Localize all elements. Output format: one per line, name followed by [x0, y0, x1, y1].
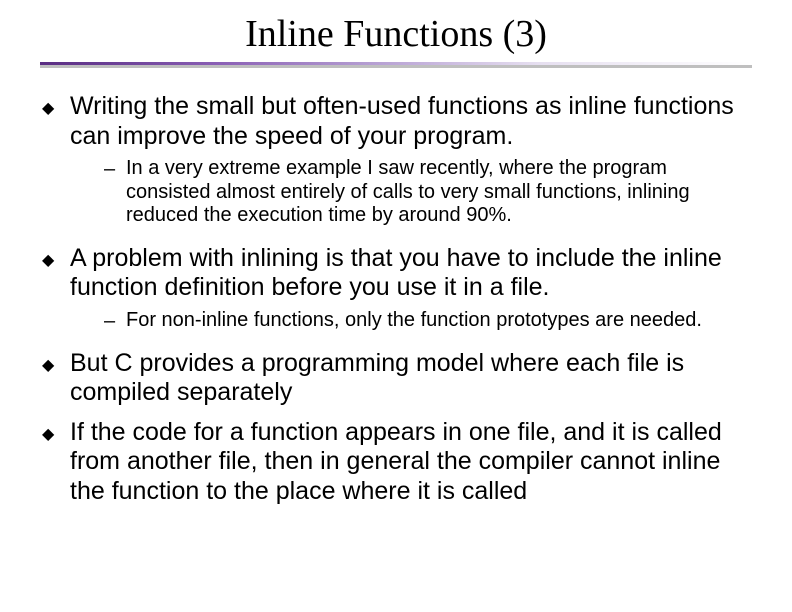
bullet-level1: ◆ A problem with inlining is that you ha… [42, 244, 750, 303]
bullet-text: For non-inline functions, only the funct… [126, 309, 750, 333]
bullet-text: In a very extreme example I saw recently… [126, 157, 750, 228]
list-item: ◆ A problem with inlining is that you ha… [42, 244, 750, 333]
bullet-level2: – For non-inline functions, only the fun… [104, 309, 750, 333]
title-region: Inline Functions (3) [0, 0, 792, 56]
bullet-text: A problem with inlining is that you have… [70, 244, 750, 303]
dash-bullet-icon: – [104, 309, 126, 333]
bullet-text: Writing the small but often-used functio… [70, 92, 750, 151]
slide: Inline Functions (3) ◆ Writing the small… [0, 0, 792, 612]
slide-title: Inline Functions (3) [245, 12, 547, 56]
list-item: ◆ If the code for a function appears in … [42, 418, 750, 507]
underline-shadow [40, 65, 752, 68]
title-underline [40, 62, 752, 68]
list-item: ◆ Writing the small but often-used funct… [42, 92, 750, 228]
list-item: ◆ But C provides a programming model whe… [42, 349, 750, 408]
underline-gradient [40, 62, 752, 65]
dash-bullet-icon: – [104, 157, 126, 181]
slide-body: ◆ Writing the small but often-used funct… [0, 68, 792, 506]
diamond-bullet-icon: ◆ [42, 92, 70, 124]
bullet-level2: – In a very extreme example I saw recent… [104, 157, 750, 228]
bullet-text: But C provides a programming model where… [70, 349, 750, 408]
diamond-bullet-icon: ◆ [42, 418, 70, 450]
diamond-bullet-icon: ◆ [42, 244, 70, 276]
bullet-text: If the code for a function appears in on… [70, 418, 750, 507]
bullet-level1: ◆ Writing the small but often-used funct… [42, 92, 750, 151]
diamond-bullet-icon: ◆ [42, 349, 70, 381]
